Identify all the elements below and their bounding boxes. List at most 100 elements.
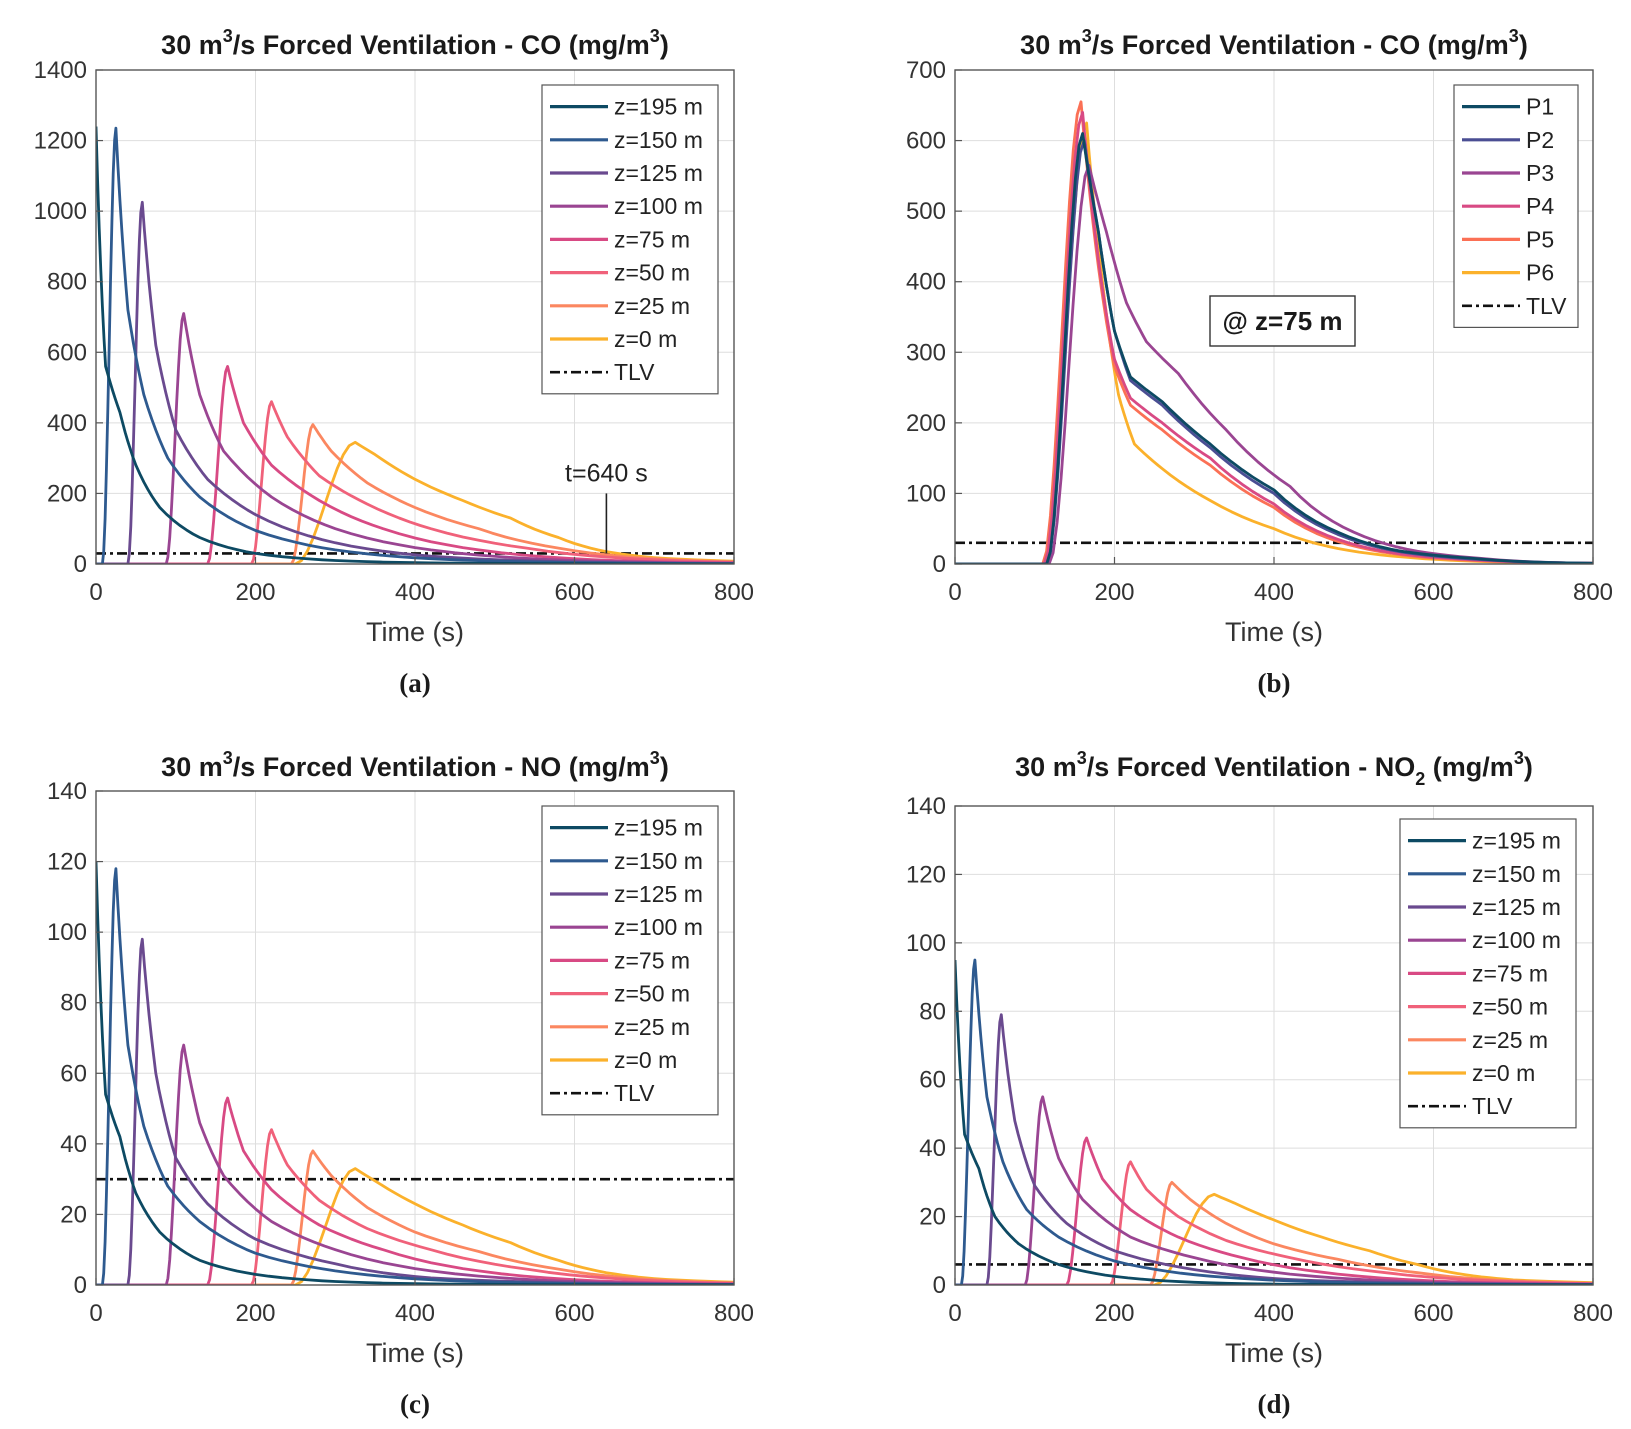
legend-entry-tlv: TLV xyxy=(614,359,655,385)
y-tick-label: 400 xyxy=(906,269,946,296)
series-group xyxy=(955,958,1593,1285)
x-tick-label: 400 xyxy=(1254,579,1294,606)
y-tick-label: 200 xyxy=(47,480,87,507)
y-tick-label: 600 xyxy=(47,339,87,366)
chart-title: 30 m3/s Forced Ventilation - NO (mg/m3) xyxy=(161,748,669,782)
y-tick-label: 20 xyxy=(919,1204,946,1231)
y-tick-label: 1400 xyxy=(34,57,87,84)
series-line-z-0-m xyxy=(96,440,734,564)
panel-caption: (b) xyxy=(1258,668,1291,698)
series-line-z-75-m xyxy=(96,1096,734,1285)
legend-entry: z=125 m xyxy=(614,160,703,186)
location-label: @ z=75 m xyxy=(1222,306,1342,336)
x-tick-label: 600 xyxy=(1413,579,1453,606)
legend-entry: z=150 m xyxy=(614,848,703,874)
series-line-z-50-m xyxy=(955,1160,1593,1285)
y-tick-label: 100 xyxy=(906,480,946,507)
x-axis-label: Time (s) xyxy=(366,617,464,647)
chart-title-part: ) xyxy=(660,30,669,60)
y-tick-label: 0 xyxy=(74,1272,87,1299)
chart-title-part: /s Forced Ventilation - CO (mg/m xyxy=(1092,30,1509,60)
chart-title-part: 30 m xyxy=(1015,752,1077,782)
series-line-p6 xyxy=(955,121,1593,564)
y-tick-label: 700 xyxy=(906,57,946,84)
legend-entry: z=0 m xyxy=(614,326,677,352)
legend-entry: z=50 m xyxy=(614,981,690,1007)
y-tick-label: 80 xyxy=(919,998,946,1025)
y-tick-label: 20 xyxy=(60,1201,87,1228)
chart-title-part: (mg/m xyxy=(1425,752,1514,782)
legend-entry: z=75 m xyxy=(614,947,690,973)
series-line-z-0-m xyxy=(955,1192,1593,1285)
chart-title-part: /s Forced Ventilation - NO (mg/m xyxy=(233,752,650,782)
legend-entry: z=150 m xyxy=(614,127,703,153)
series-line-z-100-m xyxy=(96,1043,734,1285)
legend-entry: z=125 m xyxy=(1472,894,1561,920)
chart-title-part: 3 xyxy=(1082,26,1092,46)
y-tick-label: 200 xyxy=(906,410,946,437)
location-box xyxy=(1209,295,1356,347)
legend-entry: z=0 m xyxy=(614,1047,677,1073)
series-line-z-50-m xyxy=(96,1128,734,1285)
legend-entry: P4 xyxy=(1526,193,1554,219)
panel-caption: (c) xyxy=(400,1389,430,1419)
series-line-z-75-m xyxy=(96,365,734,564)
legend-entry: z=0 m xyxy=(1472,1060,1535,1086)
y-tick-label: 400 xyxy=(47,410,87,437)
legend-entry: P1 xyxy=(1526,94,1554,120)
chart-title-part: 3 xyxy=(650,748,660,768)
legend-entry: z=195 m xyxy=(614,815,703,841)
chart-title: 30 m3/s Forced Ventilation - CO (mg/m3) xyxy=(161,26,669,60)
y-tick-label: 40 xyxy=(60,1131,87,1158)
y-tick-label: 40 xyxy=(919,1135,946,1162)
series-line-z-125-m xyxy=(96,200,734,564)
x-tick-label: 400 xyxy=(395,1300,435,1327)
chart-title-part: ) xyxy=(660,752,669,782)
series-line-z-0-m xyxy=(96,1167,734,1285)
series-line-p4 xyxy=(955,110,1593,564)
chart-title-part: /s Forced Ventilation - CO (mg/m xyxy=(233,30,650,60)
y-tick-label: 300 xyxy=(906,339,946,366)
y-tick-label: 1200 xyxy=(34,128,87,155)
x-tick-label: 0 xyxy=(89,1300,102,1327)
series-line-p3 xyxy=(955,163,1593,564)
y-tick-label: 100 xyxy=(47,919,87,946)
panel-caption: (d) xyxy=(1258,1389,1291,1419)
y-tick-label: 140 xyxy=(906,793,946,820)
legend-entry: z=100 m xyxy=(614,193,703,219)
x-tick-label: 200 xyxy=(1094,1300,1134,1327)
y-tick-label: 80 xyxy=(60,990,87,1017)
chart-title-part: 30 m xyxy=(161,30,223,60)
chart-title-part: 30 m xyxy=(161,752,223,782)
chart-panel-1: t=640 s 0 200 400 600 800 0 200 400 600 800 1000 120… xyxy=(34,26,754,698)
y-tick-label: 0 xyxy=(933,551,946,578)
y-tick-label: 120 xyxy=(906,861,946,888)
legend-entry: z=195 m xyxy=(1472,828,1561,854)
y-tick-label: 60 xyxy=(60,1060,87,1087)
x-tick-label: 0 xyxy=(948,1300,961,1327)
series-group xyxy=(955,100,1593,564)
y-tick-label: 0 xyxy=(933,1272,946,1299)
y-tick-label: 1000 xyxy=(34,198,87,225)
x-tick-label: 200 xyxy=(235,579,275,606)
chart-title: 30 m3/s Forced Ventilation - NO2 (mg/m3) xyxy=(1015,748,1533,789)
x-axis-label: Time (s) xyxy=(1225,617,1323,647)
chart-title-part: 2 xyxy=(1415,769,1425,789)
chart-panel-2: @ z=75 m 0 200 400 600 800 0 100 200 300 400 500 600… xyxy=(906,26,1613,698)
x-tick-label: 0 xyxy=(89,579,102,606)
y-tick-label: 800 xyxy=(47,269,87,296)
series-line-z-50-m xyxy=(96,400,734,564)
y-tick-label: 140 xyxy=(47,778,87,805)
x-axis-label: Time (s) xyxy=(366,1338,464,1368)
series-group xyxy=(96,126,734,564)
legend-entry: z=50 m xyxy=(614,260,690,286)
series-line-z-25-m xyxy=(96,1149,734,1285)
chart-title-part: ) xyxy=(1524,752,1533,782)
legend-entry: z=125 m xyxy=(614,881,703,907)
legend-entry-tlv: TLV xyxy=(1526,293,1567,319)
legend-entry: z=50 m xyxy=(1472,994,1548,1020)
legend-entry-tlv: TLV xyxy=(1472,1093,1513,1119)
